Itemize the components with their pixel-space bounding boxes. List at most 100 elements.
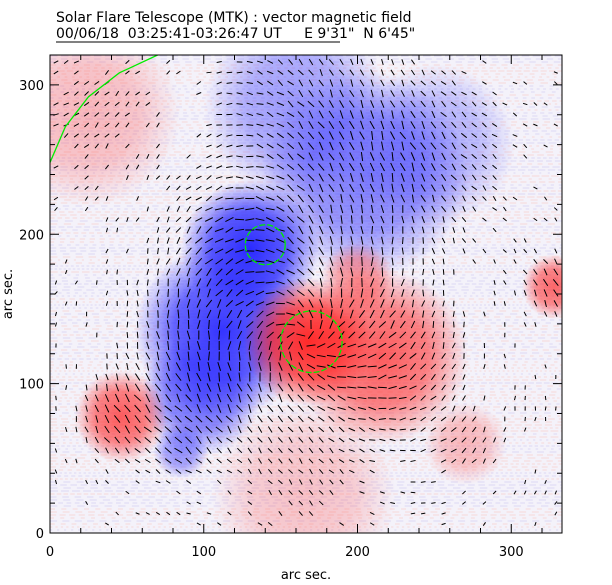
field-vector (337, 376, 347, 378)
field-vector (135, 362, 140, 371)
field-vector (235, 249, 245, 253)
field-vector (329, 225, 334, 235)
field-vector (185, 404, 192, 413)
field-vector (226, 469, 233, 474)
field-vector (185, 237, 192, 244)
field-vector (482, 185, 487, 191)
field-vector (432, 341, 435, 350)
field-vector (204, 217, 214, 222)
field-vector (186, 205, 191, 213)
field-vector (206, 278, 212, 287)
field-vector (53, 165, 59, 169)
field-vector (286, 289, 295, 297)
field-vector (196, 404, 202, 413)
field-vector (224, 238, 234, 243)
field-vector (146, 268, 150, 276)
field-vector (450, 132, 457, 139)
field-vector (185, 457, 192, 465)
field-vector (94, 143, 99, 149)
field-vector (306, 353, 316, 359)
field-vector (215, 196, 223, 201)
field-vector (340, 215, 343, 224)
field-vector (115, 363, 119, 370)
field-vector (411, 131, 415, 140)
field-vector (235, 279, 244, 286)
field-vector (236, 144, 243, 148)
field-vector (350, 225, 354, 235)
field-vector (337, 406, 346, 411)
field-vector (388, 407, 397, 410)
field-vector (227, 447, 232, 454)
field-vector (248, 340, 252, 351)
field-vector (441, 184, 446, 192)
field-vector (388, 364, 397, 369)
field-vector (349, 173, 354, 182)
field-vector (256, 113, 264, 116)
field-vector (452, 352, 456, 360)
field-vector (440, 406, 447, 411)
field-vector (409, 142, 417, 150)
field-vector (275, 280, 285, 285)
field-vector (533, 300, 538, 307)
field-vector (460, 132, 468, 139)
field-vector (155, 393, 161, 403)
field-vector (412, 268, 414, 276)
field-vector (215, 216, 224, 223)
field-vector (348, 321, 356, 328)
field-vector (217, 404, 222, 413)
field-vector (317, 373, 326, 381)
field-vector (186, 154, 191, 159)
field-vector (146, 153, 150, 160)
field-vector (116, 342, 119, 349)
field-vector (166, 70, 171, 75)
field-vector (370, 215, 375, 224)
field-vector (206, 154, 212, 159)
field-vector (327, 394, 336, 402)
field-vector (369, 320, 376, 329)
field-vector (276, 175, 285, 180)
field-vector (217, 522, 222, 526)
field-vector (544, 300, 547, 307)
field-vector (400, 299, 405, 308)
field-vector (318, 141, 324, 151)
field-vector (287, 415, 294, 423)
field-vector (359, 491, 365, 494)
field-vector (114, 447, 120, 454)
field-vector (134, 415, 141, 423)
field-vector (482, 60, 487, 64)
field-vector (165, 469, 172, 474)
field-vector (431, 502, 436, 504)
field-vector (186, 226, 191, 234)
field-vector (432, 289, 435, 297)
field-vector (146, 300, 149, 307)
field-vector (146, 237, 150, 244)
field-vector (287, 100, 294, 108)
field-vector (398, 396, 407, 400)
field-vector (420, 481, 426, 483)
field-vector (195, 185, 202, 191)
field-vector (246, 112, 254, 117)
field-vector (340, 194, 343, 203)
field-vector (268, 489, 272, 496)
field-vector (96, 280, 98, 285)
field-vector (450, 174, 457, 181)
field-vector (144, 436, 152, 444)
field-vector (165, 372, 171, 382)
field-vector (246, 310, 254, 318)
field-vector (205, 415, 213, 423)
field-vector (319, 479, 324, 485)
field-vector (287, 90, 294, 97)
field-vector (297, 101, 305, 107)
field-vector (228, 330, 231, 340)
field-vector (350, 204, 354, 214)
field-vector (350, 236, 354, 245)
field-vector (379, 491, 385, 494)
field-vector (114, 112, 120, 117)
field-vector (543, 278, 549, 287)
field-vector (400, 69, 405, 76)
field-vector (115, 511, 119, 516)
field-vector (247, 490, 253, 495)
field-vector (235, 197, 244, 200)
field-vector (399, 352, 407, 360)
field-vector (95, 415, 99, 423)
